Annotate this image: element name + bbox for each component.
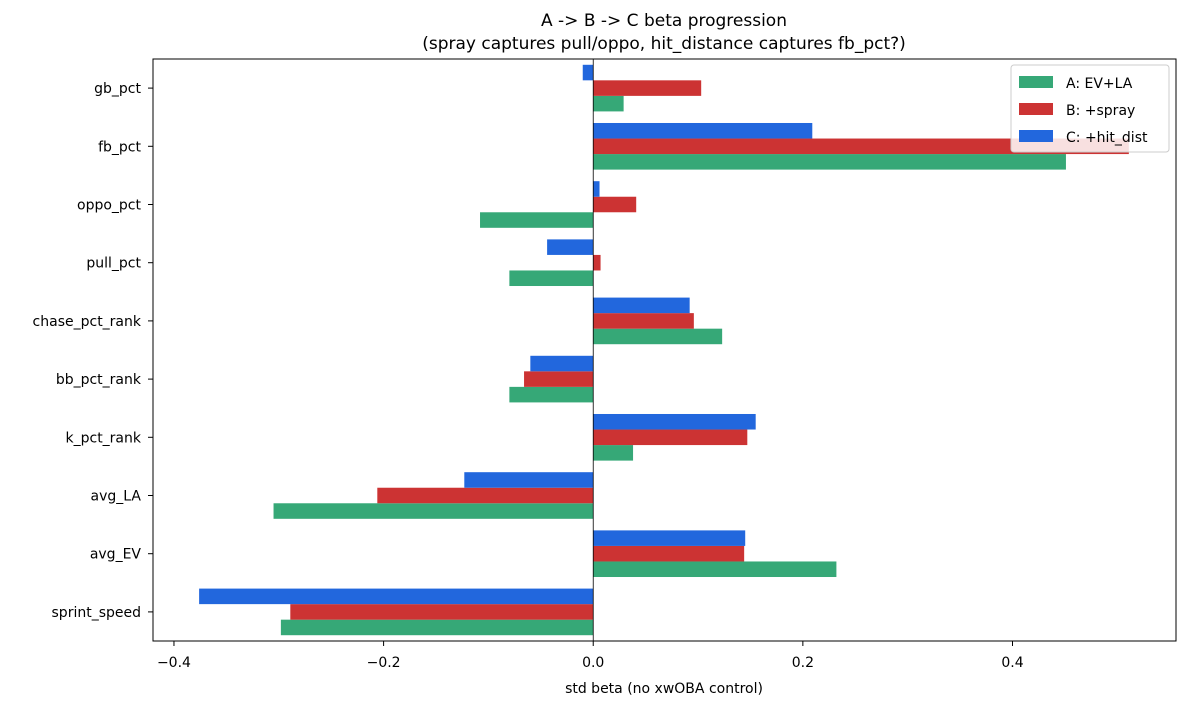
bar-bb_pct_rank-series-1 — [509, 386, 594, 403]
bar-sprint_speed-series-2 — [290, 604, 594, 620]
legend-label: A: EV+LA — [1066, 76, 1133, 92]
bar-oppo_pct-series-2 — [593, 196, 637, 213]
x-axis: −0.4 −0.2 0.0 0.2 0.4 — [157, 641, 1024, 671]
bar-avg_EV-series-3 — [593, 530, 746, 546]
y-tick-label: avg_EV — [90, 547, 142, 563]
legend-swatch — [1019, 103, 1053, 115]
bar-avg_LA-series-3 — [464, 472, 594, 488]
y-axis: sprint_speed avg_EV avg_LA k_pct_rank bb_pct… — [33, 81, 153, 621]
bar-chase_pct_rank-series-3 — [593, 297, 690, 314]
bar-avg_LA-series-1 — [273, 503, 594, 519]
y-tick-label: avg_LA — [91, 489, 142, 505]
bar-avg_EV-series-1 — [593, 561, 837, 578]
x-tick-label: 0.4 — [1001, 655, 1023, 671]
bar-k_pct_rank-series-3 — [593, 413, 756, 430]
y-tick-label: fb_pct — [98, 139, 141, 155]
bar-chase_pct_rank-series-2 — [593, 313, 694, 329]
y-tick-label: gb_pct — [94, 81, 141, 97]
legend-swatch — [1019, 130, 1053, 142]
bar-gb_pct-series-2 — [593, 80, 702, 96]
bar-gb_pct-series-3 — [582, 64, 594, 81]
x-tick-label: 0.2 — [792, 655, 814, 671]
legend-swatch — [1019, 76, 1053, 88]
y-tick-label: sprint_speed — [52, 605, 141, 621]
bar-oppo_pct-series-1 — [480, 212, 594, 228]
y-tick-label: bb_pct_rank — [56, 372, 142, 388]
bar-avg_LA-series-2 — [377, 487, 594, 504]
y-tick-label: chase_pct_rank — [33, 314, 142, 330]
x-tick-label: −0.4 — [157, 655, 191, 671]
x-tick-label: 0.0 — [582, 655, 604, 671]
chart-title: A -> B -> C beta progression — [541, 11, 787, 31]
bar-k_pct_rank-series-2 — [593, 429, 748, 446]
legend: A: EV+LA B: +spray C: +hit_dist — [1010, 64, 1170, 153]
plot-frame — [152, 58, 1177, 642]
bar-pull_pct-series-3 — [547, 239, 594, 255]
bar-bb_pct_rank-series-3 — [530, 355, 594, 372]
bar-avg_EV-series-2 — [593, 545, 745, 562]
bar-fb_pct-series-1 — [593, 154, 1066, 170]
bar-chase_pct_rank-series-1 — [593, 328, 723, 345]
bar-fb_pct-series-3 — [593, 122, 813, 139]
bar-fb_pct-series-2 — [593, 138, 1129, 155]
bars-layer — [199, 64, 1129, 636]
bar-pull_pct-series-1 — [509, 270, 594, 287]
bar-gb_pct-series-1 — [593, 95, 624, 112]
legend-label: B: +spray — [1066, 103, 1135, 119]
chart-subtitle: (spray captures pull/oppo, hit_distance … — [422, 34, 906, 54]
bar-sprint_speed-series-1 — [280, 619, 594, 636]
bar-bb_pct_rank-series-2 — [524, 371, 594, 387]
y-tick-label: oppo_pct — [77, 198, 141, 214]
bar-oppo_pct-series-3 — [593, 181, 600, 197]
x-tick-label: −0.2 — [367, 655, 401, 671]
bar-pull_pct-series-2 — [593, 254, 601, 271]
y-tick-label: k_pct_rank — [66, 430, 142, 446]
bar-k_pct_rank-series-1 — [593, 445, 634, 461]
bar-sprint_speed-series-3 — [199, 588, 594, 605]
x-axis-label: std beta (no xwOBA control) — [565, 681, 763, 697]
legend-label: C: +hit_dist — [1066, 130, 1148, 146]
y-tick-label: pull_pct — [86, 256, 141, 272]
